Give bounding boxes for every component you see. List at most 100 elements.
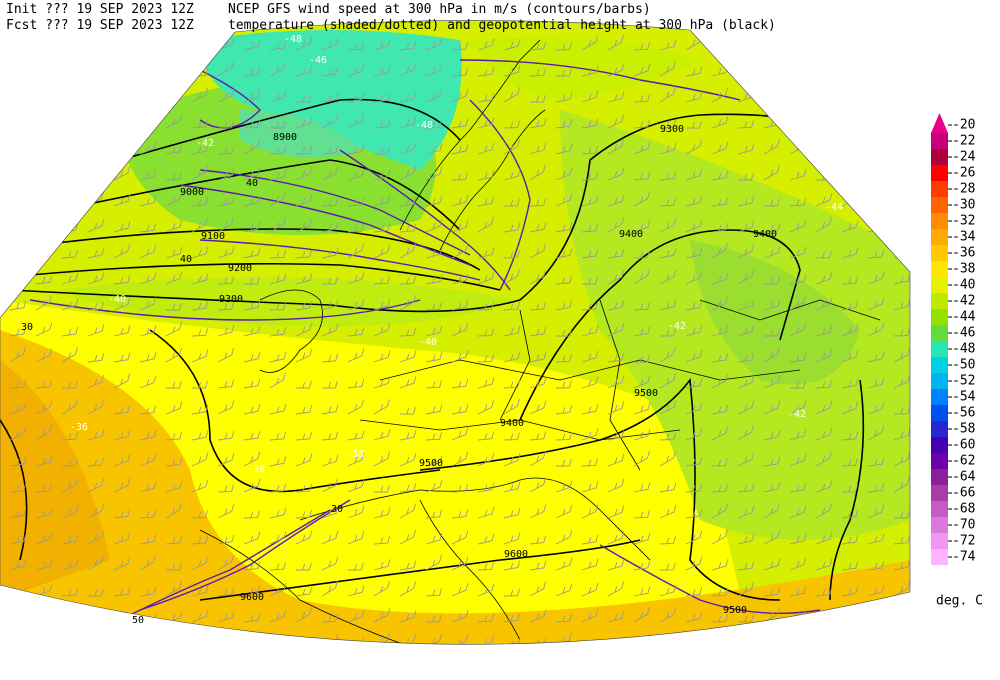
wind-barb [139,141,157,155]
wind-barb [321,198,339,207]
wind-barb [867,425,885,441]
wind-barb [139,639,157,645]
wind-barb [841,87,859,103]
wind-barb [555,143,573,155]
wind-barb [269,372,286,389]
wind-barb [243,531,261,545]
wind-barb [867,504,885,519]
wind-barb [35,295,52,311]
colorbar: -20-22-24-26-28-30-32-34-36-38-40-42-44-… [931,113,976,565]
wind-barb [737,244,755,259]
wind-barb [711,170,729,181]
wind-barb [87,633,105,645]
wind-barb [477,634,495,645]
wind-barb [269,217,286,233]
height-label: 9500 [419,458,443,469]
wind-barb [659,400,677,415]
wind-barb [295,194,313,207]
wind-barb [529,400,547,415]
height-label: 9100 [201,231,225,242]
wind-barb [711,558,729,571]
wind-barb [529,326,547,337]
wind-barb [841,561,859,571]
wind-barb [737,581,755,597]
colorbar-swatch [931,261,948,277]
wind-barb [581,146,599,155]
wind-barb [529,431,547,441]
wind-barb [425,509,443,519]
wind-barb [477,328,494,337]
wind-barb [867,296,885,311]
wind-barb [503,139,521,155]
wind-barb [815,451,833,467]
wind-barb [581,65,599,77]
wind-barb [87,610,105,623]
wind-barb [867,402,885,415]
wind-barb [399,581,417,597]
wind-barb [607,558,625,571]
init-line: Init ??? 19 SEP 2023 12Z [6,2,194,17]
wind-barb [867,560,885,571]
wind-barb [217,430,235,441]
temperature-label: -42 [196,138,214,149]
colorbar-label: -70 [952,518,975,533]
wind-barb [217,324,235,337]
wind-barb [399,328,417,337]
wind-barb [243,451,261,467]
wind-barb [61,611,79,623]
wind-barb [399,276,417,285]
wind-barb [9,346,26,363]
wind-barb [165,219,183,233]
wind-barb [893,406,910,415]
wind-barb [425,455,443,467]
colorbar-swatch [931,389,948,405]
colorbar-unit: deg. C [936,594,983,609]
wind-barb [61,347,78,363]
wind-barb [815,65,833,77]
wind-barb [295,36,313,51]
wind-barb [815,271,833,285]
wind-barb [87,588,104,597]
temperature-label: -48 [415,120,433,131]
wind-barb [633,375,651,389]
wind-barb [399,529,417,545]
wind-barb [607,505,625,519]
wind-barb [191,535,209,545]
height-label: 9400 [500,418,524,429]
wind-barb [347,379,365,389]
wind-barb [113,352,131,363]
wind-barb [815,379,833,389]
wind-barb [217,276,235,285]
wind-barb [581,302,599,311]
wind-barb [425,633,443,645]
wind-barb [764,276,780,285]
wind-barb [217,88,235,103]
colorbar-label: -56 [952,406,975,421]
wind-barb [321,114,339,129]
wind-barb [35,454,53,467]
wind-barb [477,196,495,207]
wind-barb [477,452,495,467]
wind-barb [659,482,677,493]
wind-barb [165,581,182,597]
wind-barb [893,535,910,545]
wind-barb [503,588,520,597]
wind-barb [35,275,53,285]
wind-barb [217,168,235,181]
wind-barb [867,34,884,51]
wind-barb [9,606,26,623]
wind-barb [451,41,469,51]
wind-barb [425,63,443,77]
wind-barb [35,93,53,103]
wind-barb [711,242,728,259]
wind-barb [35,246,53,259]
wind-barb [139,509,157,519]
wind-barb [893,581,910,597]
wind-barb [555,248,573,259]
wind-barb [607,34,624,51]
wind-barb [191,452,209,467]
wind-barb [633,482,651,493]
height-contours [0,98,865,601]
wind-barb [87,399,105,415]
wind-barb [321,506,339,519]
